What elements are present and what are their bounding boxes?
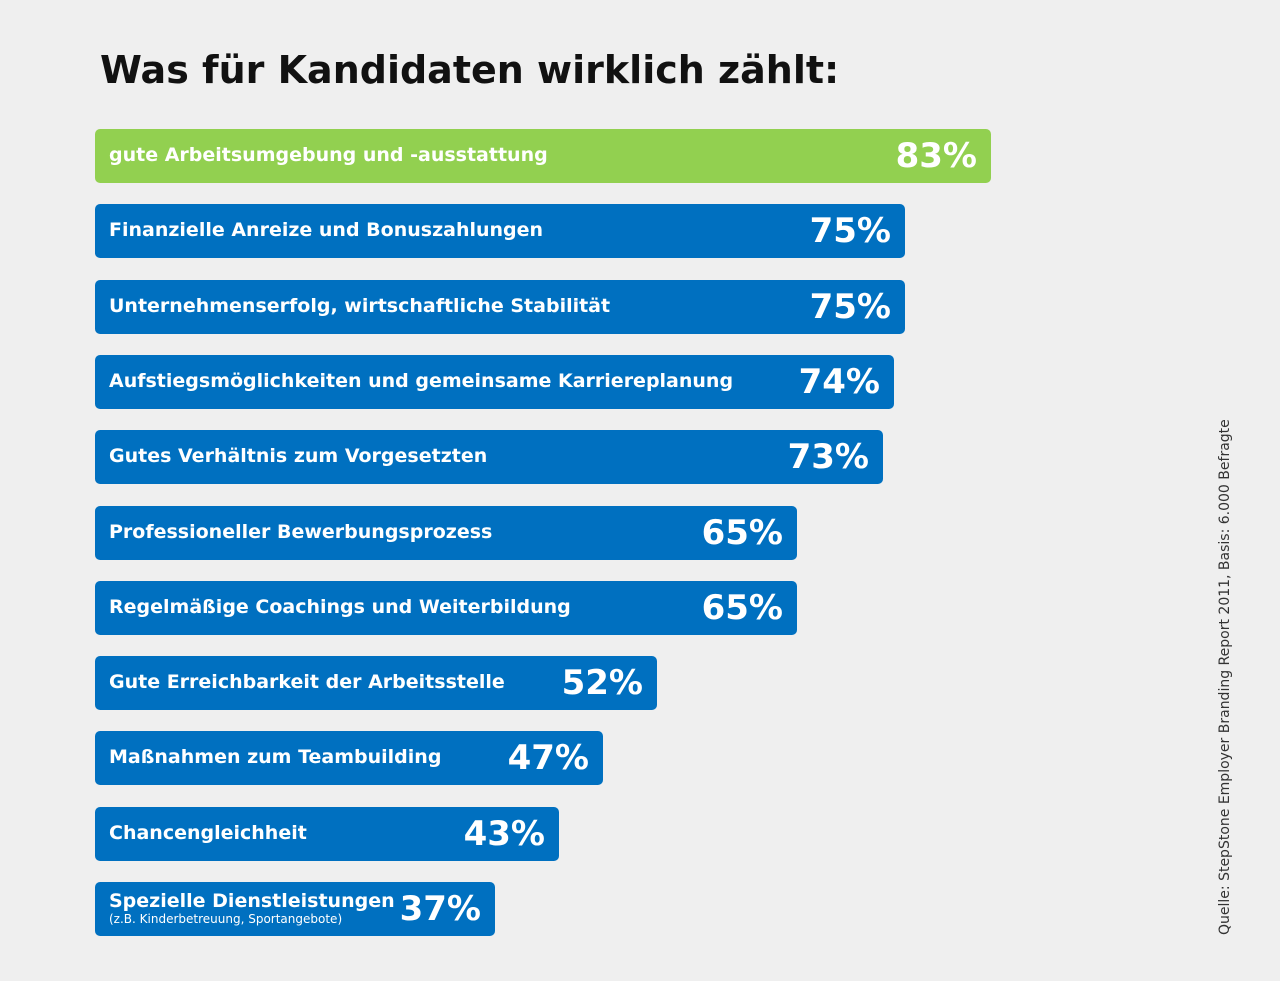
bar-label-text: Regelmäßige Coachings und Weiterbildung xyxy=(109,596,571,619)
bar-value-label: 37% xyxy=(399,889,481,929)
bar-label: Gutes Verhältnis zum Vorgesetzten xyxy=(109,445,488,468)
bar: Maßnahmen zum Teambuilding 47% xyxy=(95,731,603,785)
bar-label-text: Gute Erreichbarkeit der Arbeitsstelle xyxy=(109,671,505,694)
bar: Spezielle Dienstleistungen (z.B. Kinderbe… xyxy=(95,882,495,936)
bar-value-label: 83% xyxy=(895,136,977,176)
bar-value-label: 65% xyxy=(701,588,783,628)
bar-label-text: Maßnahmen zum Teambuilding xyxy=(109,746,442,769)
bar: Aufstiegsmöglichkeiten und gemeinsame Ka… xyxy=(95,355,894,409)
bar: Gute Erreichbarkeit der Arbeitsstelle 52% xyxy=(95,656,657,710)
bar: Unternehmenserfolg, wirtschaftliche Stab… xyxy=(95,280,905,334)
bar: gute Arbeitsumgebung und -ausstattung 83% xyxy=(95,129,991,183)
bar-value-label: 74% xyxy=(798,362,880,402)
bar-label: Regelmäßige Coachings und Weiterbildung xyxy=(109,596,571,619)
bar-value-label: 43% xyxy=(463,814,545,854)
bar-label-text: Spezielle Dienstleistungen xyxy=(109,890,395,913)
bar-value-label: 47% xyxy=(507,738,589,778)
bar-value-label: 75% xyxy=(809,287,891,327)
bar: Chancengleichheit 43% xyxy=(95,807,559,861)
bar: Regelmäßige Coachings und Weiterbildung 6… xyxy=(95,581,797,635)
bar-label: Professioneller Bewerbungsprozess xyxy=(109,521,493,544)
bar-label: gute Arbeitsumgebung und -ausstattung xyxy=(109,144,548,167)
bar-label: Spezielle Dienstleistungen (z.B. Kinderbe… xyxy=(109,890,395,927)
bar-label: Finanzielle Anreize und Bonuszahlungen xyxy=(109,219,544,242)
bar-label-text: Gutes Verhältnis zum Vorgesetzten xyxy=(109,445,488,468)
bar-label-text: Professioneller Bewerbungsprozess xyxy=(109,521,493,544)
bar-label: Aufstiegsmöglichkeiten und gemeinsame Ka… xyxy=(109,370,734,393)
bar-label: Chancengleichheit xyxy=(109,822,307,845)
chart-title: Was für Kandidaten wirklich zählt: xyxy=(100,48,840,92)
bar-value-label: 73% xyxy=(787,437,869,477)
source-note: Quelle: StepStone Employer Branding Repo… xyxy=(1217,419,1233,935)
bar-label: Gute Erreichbarkeit der Arbeitsstelle xyxy=(109,671,505,694)
bar-label-subtext: (z.B. Kinderbetreuung, Sportangebote) xyxy=(109,912,343,927)
bar-value-label: 75% xyxy=(809,211,891,251)
bar: Finanzielle Anreize und Bonuszahlungen 75… xyxy=(95,204,905,258)
bar-label-text: Finanzielle Anreize und Bonuszahlungen xyxy=(109,219,544,242)
bar-value-label: 65% xyxy=(701,513,783,553)
bar-label-text: gute Arbeitsumgebung und -ausstattung xyxy=(109,144,548,167)
bar-label: Maßnahmen zum Teambuilding xyxy=(109,746,442,769)
bar-label-text: Chancengleichheit xyxy=(109,822,307,845)
bar: Professioneller Bewerbungsprozess 65% xyxy=(95,506,797,560)
bar-value-label: 52% xyxy=(561,663,643,703)
bar-label-text: Unternehmenserfolg, wirtschaftliche Stab… xyxy=(109,295,611,318)
bar-label-text: Aufstiegsmöglichkeiten und gemeinsame Ka… xyxy=(109,370,734,393)
bar: Gutes Verhältnis zum Vorgesetzten 73% xyxy=(95,430,883,484)
bar-label: Unternehmenserfolg, wirtschaftliche Stab… xyxy=(109,295,611,318)
